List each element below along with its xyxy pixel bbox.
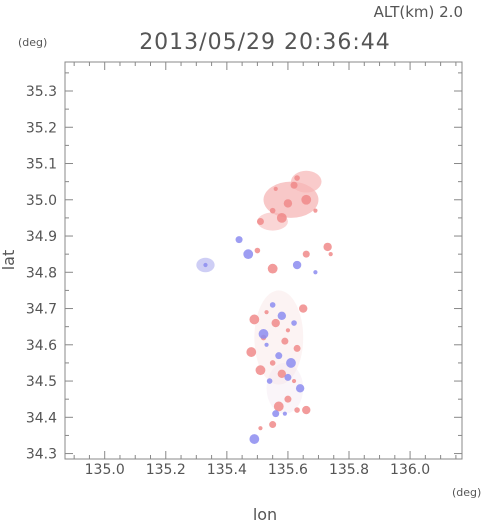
positive-velocity-point (302, 250, 310, 258)
y-tick-label: 35.0 (26, 193, 57, 209)
negative-velocity-point (269, 302, 276, 308)
negative-velocity-point (292, 260, 302, 270)
positive-velocity-point (269, 360, 276, 366)
negative-velocity-point (295, 384, 305, 393)
x-tick-label: 135.8 (329, 462, 369, 478)
y-unit-label: (deg) (18, 36, 47, 49)
x-tick-label: 135.4 (207, 462, 247, 478)
y-tick-label: 34.5 (26, 374, 57, 390)
positive-velocity-point (264, 310, 269, 315)
y-tick-label: 35.1 (26, 157, 57, 173)
echo-clusters (196, 170, 322, 414)
positive-velocity-point (273, 186, 278, 191)
y-tick-label: 35.2 (26, 120, 57, 136)
positive-velocity-point (301, 194, 312, 205)
y-axis-label: lat (0, 250, 18, 271)
data-points (203, 175, 333, 444)
x-unit-label: (deg) (452, 486, 481, 499)
y-tick-label: 34.7 (26, 302, 57, 318)
echo-region (266, 362, 304, 414)
negative-velocity-point (235, 236, 243, 244)
positive-velocity-point (249, 314, 260, 325)
negative-velocity-point (275, 352, 283, 360)
echo-region (290, 170, 322, 193)
positive-velocity-point (291, 378, 297, 384)
positive-velocity-point (328, 252, 333, 257)
positive-velocity-point (284, 395, 292, 403)
positive-velocity-point (254, 247, 261, 254)
y-tick-label: 34.8 (26, 265, 57, 281)
positive-velocity-point (256, 218, 264, 226)
positive-velocity-point (246, 347, 257, 357)
positive-velocity-point (285, 328, 291, 333)
positive-velocity-point (269, 421, 277, 429)
negative-velocity-point (258, 329, 269, 339)
positive-velocity-point (283, 199, 293, 208)
y-tick-label: 35.3 (26, 84, 57, 100)
x-tick-label: 135.2 (146, 462, 186, 478)
positive-velocity-point (258, 426, 263, 431)
positive-velocity-point (294, 407, 300, 413)
y-tick-label: 34.9 (26, 229, 57, 245)
negative-velocity-point (282, 411, 287, 416)
negative-velocity-point (203, 262, 208, 268)
positive-velocity-point (313, 208, 318, 213)
positive-velocity-point (323, 242, 332, 252)
negative-velocity-point (243, 249, 254, 260)
negative-velocity-point (277, 311, 287, 320)
negative-velocity-point (284, 373, 292, 381)
x-tick-label: 135.0 (85, 462, 125, 478)
positive-velocity-point (271, 318, 280, 328)
y-tick-label: 34.6 (26, 338, 57, 354)
negative-velocity-point (291, 320, 297, 326)
positive-velocity-point (276, 212, 287, 223)
positive-velocity-point (281, 337, 289, 345)
positive-velocity-point (267, 263, 278, 274)
positive-velocity-point (290, 181, 298, 189)
negative-velocity-point (286, 358, 296, 368)
positive-velocity-point (273, 401, 284, 412)
negative-velocity-point (313, 270, 318, 275)
positive-velocity-point (255, 365, 266, 376)
positive-velocity-point (277, 369, 287, 378)
plot-frame (64, 61, 463, 460)
chart-subtitle: ALT(km) 2.0 (374, 3, 463, 21)
negative-velocity-point (264, 342, 269, 347)
negative-velocity-point (249, 434, 260, 444)
negative-velocity-point (272, 410, 280, 418)
chart-title: 2013/05/29 20:36:44 (139, 30, 391, 55)
positive-velocity-point (302, 405, 311, 415)
y-axis-ticks: 34.3 34.4 34.5 34.6 34.7 34.8 34.9 35.0 35.1 35.2… (26, 72, 462, 463)
y-tick-label: 34.3 (26, 447, 57, 463)
positive-velocity-point (269, 207, 276, 214)
positive-velocity-point (294, 175, 300, 181)
y-tick-label: 34.4 (26, 410, 57, 426)
positive-velocity-point (293, 344, 301, 352)
negative-velocity-point (266, 378, 273, 384)
x-axis-label: lon (253, 505, 277, 521)
x-tick-label: 135.6 (268, 462, 308, 478)
positive-velocity-point (299, 304, 308, 313)
x-axis-ticks: 135.0 135.2 135.4 135.6 135.8 136.0 (73, 62, 457, 478)
x-tick-label: 136.0 (390, 462, 430, 478)
